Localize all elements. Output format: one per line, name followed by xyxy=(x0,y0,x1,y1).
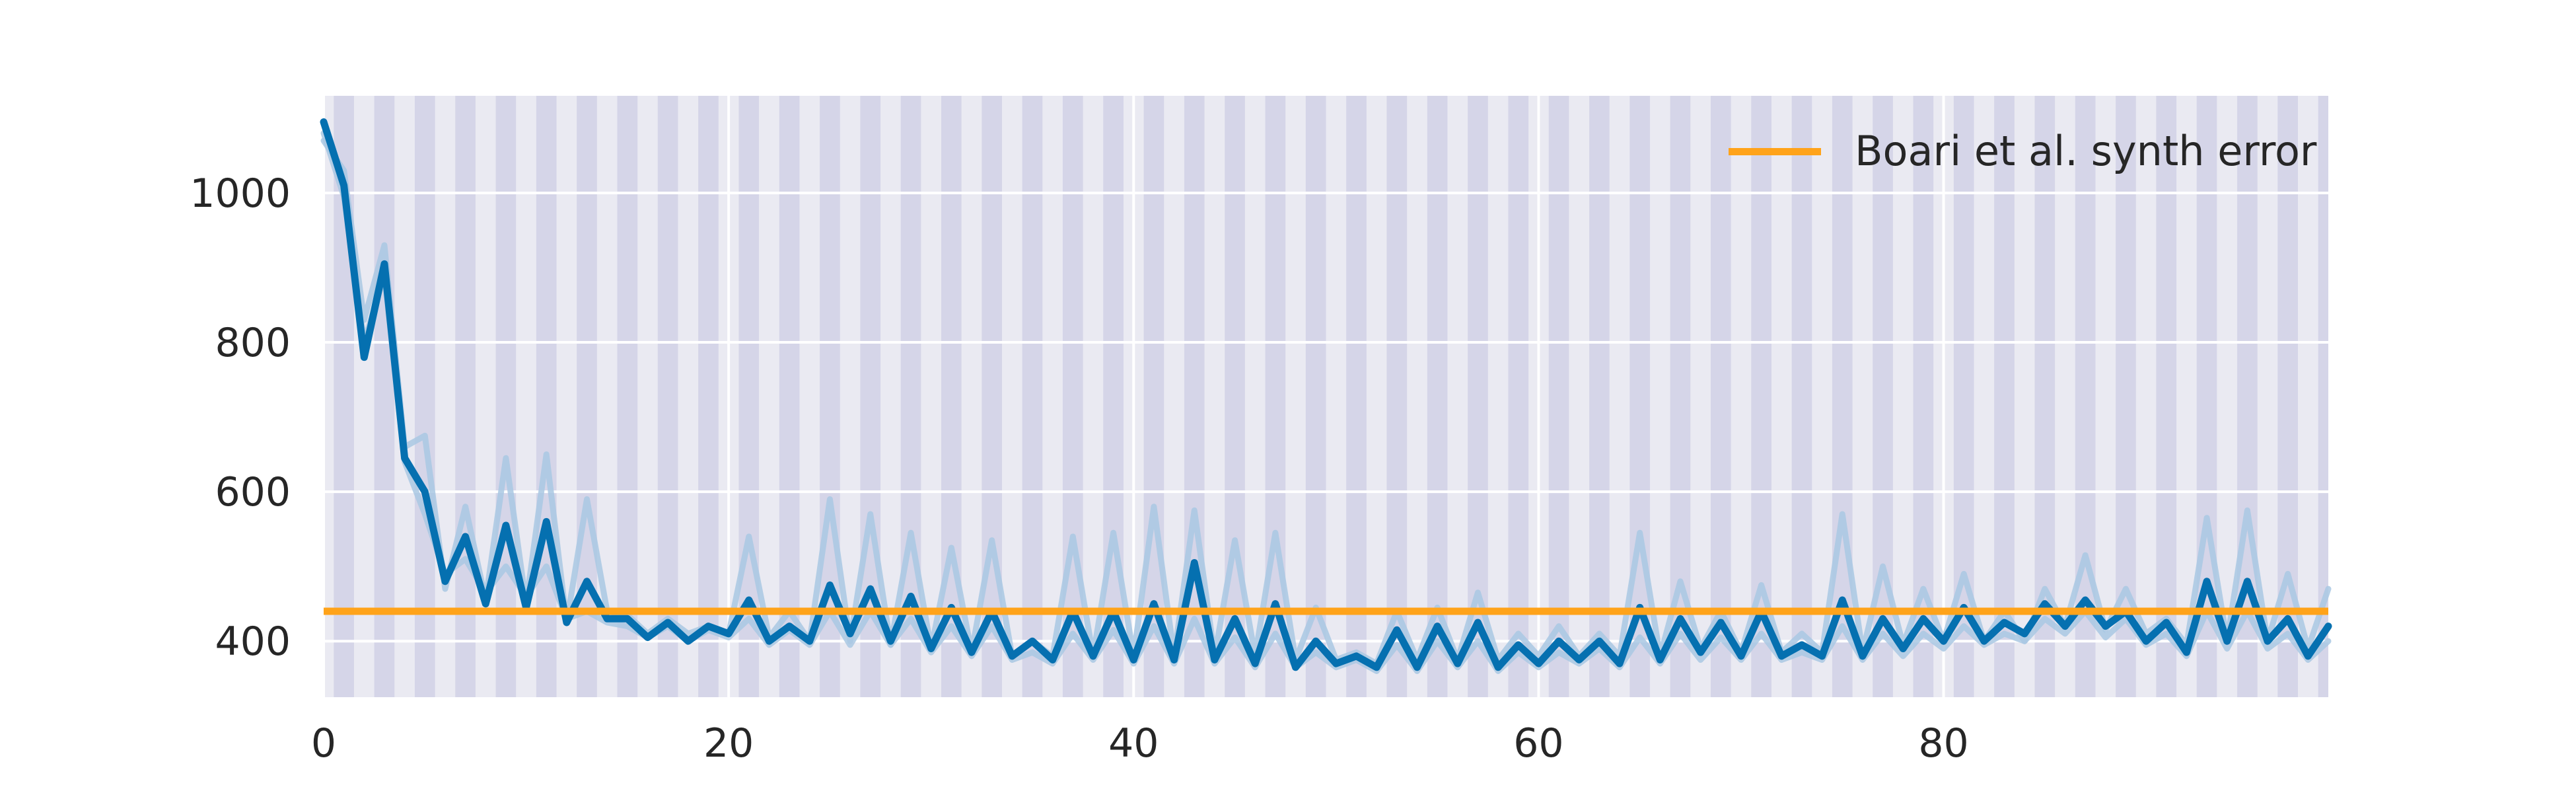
stripe-band xyxy=(1143,96,1164,697)
stripe-band xyxy=(1710,96,1731,697)
stripe-band xyxy=(455,96,476,697)
stripe-band xyxy=(1386,96,1408,697)
x-tick-label: 20 xyxy=(703,720,754,767)
x-tick-label: 40 xyxy=(1108,720,1159,767)
stripe-band xyxy=(1427,96,1448,697)
stripe-band xyxy=(657,96,678,697)
x-tick-label: 60 xyxy=(1513,720,1563,767)
stripe-band xyxy=(1791,96,1812,697)
stripe-band xyxy=(1346,96,1367,697)
stripe-band xyxy=(1265,96,1286,697)
stripe-band xyxy=(617,96,638,697)
legend-swatch xyxy=(1729,148,1821,155)
stripe-band xyxy=(414,96,435,697)
stripe-band xyxy=(1508,96,1529,697)
ticks-layer: 0 20 40 60 80 400 600 800 1000 xyxy=(190,170,1968,767)
stripe-band xyxy=(1548,96,1569,697)
legend: Boari et al. synth error xyxy=(1729,127,2317,175)
legend-label: Boari et al. synth error xyxy=(1855,127,2317,175)
y-tick-label: 1000 xyxy=(190,170,291,217)
stripe-band xyxy=(536,96,557,697)
stripe-band xyxy=(1022,96,1043,697)
stripe-band xyxy=(1062,96,1083,697)
stripe-band xyxy=(1751,96,1771,697)
stripe-band xyxy=(1629,96,1651,697)
stripe-band xyxy=(2318,96,2328,697)
y-tick-label: 400 xyxy=(215,619,291,665)
main-series-line xyxy=(320,118,2332,671)
stripe-band xyxy=(779,96,800,697)
series-layer xyxy=(320,118,2332,674)
stripe-band xyxy=(1589,96,1610,697)
stripe-band xyxy=(2156,96,2177,697)
y-tick-label: 600 xyxy=(215,469,291,515)
stripe-band xyxy=(1305,96,1326,697)
x-tick-label: 0 xyxy=(311,720,336,767)
stripe-band xyxy=(982,96,1002,697)
stripe-band xyxy=(698,96,719,697)
stripe-band xyxy=(1994,96,2015,697)
stripe-band xyxy=(374,96,395,697)
stripe-band xyxy=(1225,96,1245,697)
stripe-band xyxy=(1103,96,1124,697)
stripe-band xyxy=(577,96,597,697)
y-tick-label: 800 xyxy=(215,320,291,366)
stripe-band xyxy=(495,96,517,697)
x-tick-label: 80 xyxy=(1918,720,1968,767)
